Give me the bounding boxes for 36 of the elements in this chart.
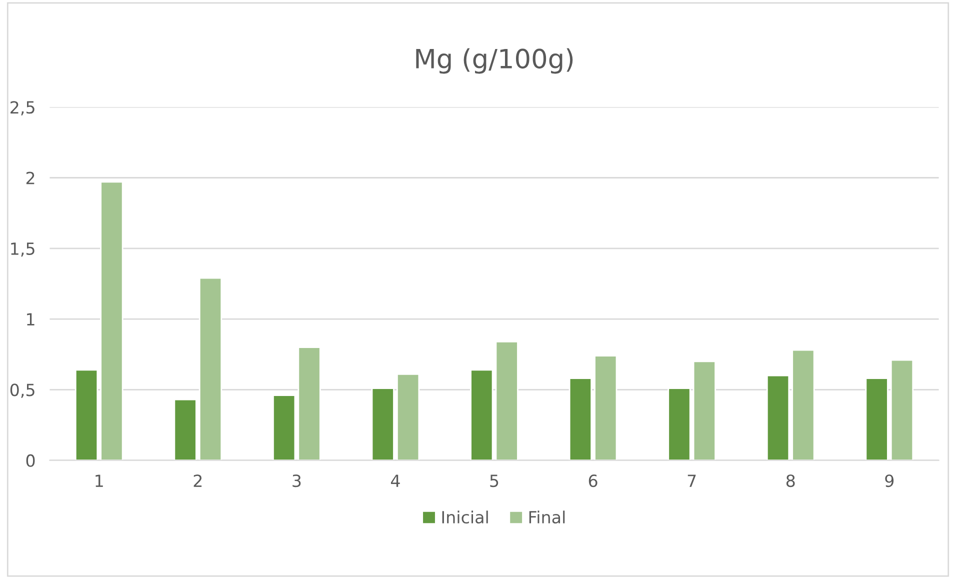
bar (594, 355, 618, 460)
x-tick-label: 8 (786, 474, 795, 488)
legend-label: Final (529, 510, 565, 524)
bar (74, 369, 98, 460)
x-tick-label: 1 (96, 474, 103, 487)
x-tick-label: 5 (490, 474, 498, 488)
x-tick-label: 7 (688, 474, 696, 487)
bar (865, 378, 888, 460)
y-tick-label: 0 (26, 454, 35, 467)
bar (792, 349, 815, 460)
bar (298, 346, 321, 460)
x-tick-label: 6 (588, 474, 598, 488)
bar (495, 340, 518, 460)
x-tick-label: 9 (885, 474, 894, 488)
bar (668, 388, 691, 460)
bar (272, 394, 296, 460)
bar (692, 360, 716, 460)
x-tick-label: 3 (292, 474, 301, 488)
y-tick-label: 1 (27, 313, 34, 326)
bar (396, 373, 420, 460)
x-tick-label: 2 (194, 474, 202, 487)
bar (766, 374, 790, 460)
bar (100, 181, 124, 460)
y-tick-label: 0,5 (10, 384, 34, 398)
y-tick-label: 1,5 (11, 242, 34, 257)
bar (371, 388, 394, 460)
bar (470, 369, 494, 460)
y-tick-label: 2 (26, 172, 34, 184)
x-tick-label: 4 (390, 474, 400, 487)
bar (198, 277, 222, 460)
legend-label: Inicial (442, 510, 488, 524)
y-tick-label: 2,5 (10, 101, 34, 116)
chart-title: Mg (g/100g) (416, 48, 573, 74)
bar (174, 398, 197, 460)
bar (890, 359, 914, 460)
bar (568, 378, 592, 460)
